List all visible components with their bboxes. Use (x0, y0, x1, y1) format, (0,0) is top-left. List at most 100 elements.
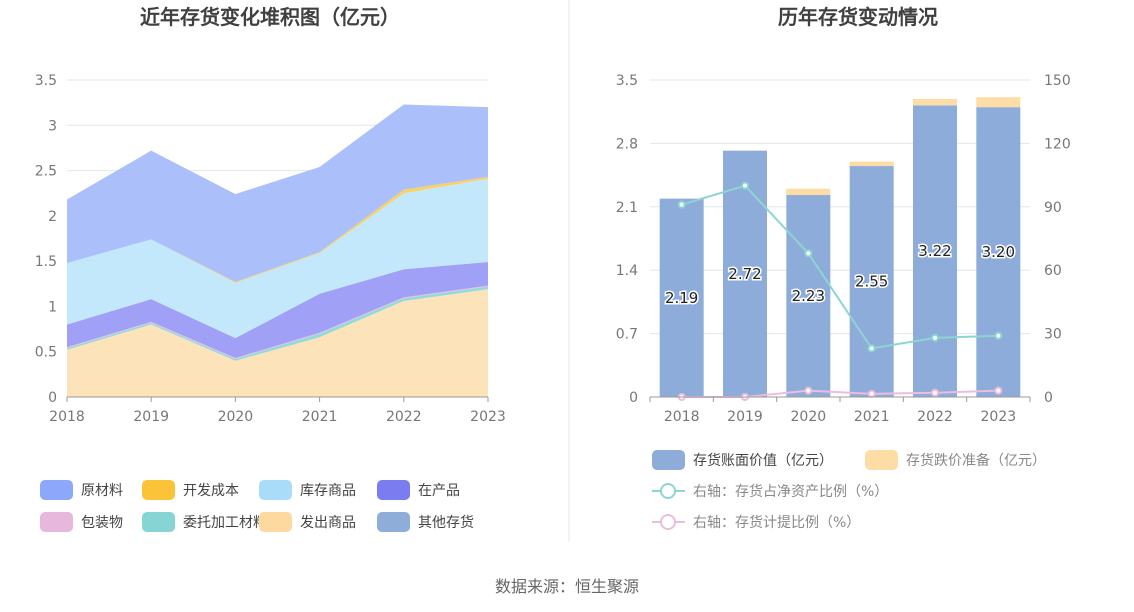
legend-swatch (142, 480, 175, 500)
area-series (67, 286, 488, 361)
legend-label: 存货账面价值（亿元） (693, 452, 833, 469)
legend-swatch (865, 450, 898, 470)
left-y-tick: 0 (48, 390, 57, 406)
bar-book-value (913, 105, 957, 398)
legend-label: 包装物 (81, 515, 123, 531)
left-y-tick: 3.5 (35, 73, 57, 89)
bar-book-value (976, 107, 1021, 398)
right-grid (650, 79, 1030, 398)
legend-item[interactable]: 右轴：存货计提比例（%） (652, 514, 860, 531)
legend-item[interactable]: 在产品 (377, 480, 460, 500)
left-x-tick: 2022 (386, 409, 422, 425)
legend-label: 库存商品 (300, 483, 356, 499)
bar-impairment (913, 99, 957, 106)
right-y-tick: 2.1 (616, 200, 638, 216)
legend-item[interactable]: 存货账面价值（亿元） (652, 450, 833, 470)
bar-impairment (786, 188, 831, 196)
area-series (67, 104, 488, 282)
line-point (994, 386, 1003, 395)
legend-item[interactable]: 开发成本 (142, 480, 239, 500)
legend-swatch (259, 512, 292, 532)
left-y-tick: 1 (48, 299, 57, 315)
right-bars (659, 97, 1021, 398)
right-bar-labels: 2.19 2.72 2.23 2.55 3.22 3.20 (663, 241, 1016, 309)
bar-book-value (659, 198, 704, 397)
legend-item[interactable]: 委托加工材料 (142, 512, 267, 532)
right-y2-tick: 60 (1044, 263, 1062, 279)
right-axis: 0 0.7 1.4 2.1 2.8 3.5 0 30 60 90 120 150 2018 2019 202… (616, 73, 1071, 425)
right-x-tick: 2019 (727, 409, 763, 425)
bar-data-label: 2.23 (792, 287, 825, 305)
left-x-tick: 2019 (133, 409, 169, 425)
right-y-tick: 0.7 (616, 327, 638, 343)
left-y-tick: 2.5 (35, 164, 57, 180)
bar-book-value (786, 195, 831, 397)
left-axis: 0 0.5 1 1.5 2 2.5 3 3.5 2018 2019 2020 2021 2022 2023 (35, 73, 506, 425)
legend-label: 其他存货 (418, 514, 474, 531)
left-y-tick: 2 (48, 209, 57, 225)
left-x-tick: 2021 (302, 409, 338, 425)
right-x-tick: 2022 (917, 409, 953, 425)
left-areas (67, 104, 488, 397)
line-point (804, 249, 813, 258)
legend-label: 开发成本 (183, 483, 239, 499)
bar-impairment (976, 97, 1021, 108)
legend-item[interactable]: 发出商品 (259, 512, 356, 532)
right-x-tick: 2020 (791, 409, 827, 425)
left-y-tick: 1.5 (35, 254, 57, 270)
right-legend[interactable]: 存货账面价值（亿元） 存货跌价准备（亿元） 右轴：存货占净资产比例（%） 右轴：存货计… (652, 450, 1046, 531)
legend-item[interactable]: 原材料 (40, 480, 123, 500)
legend-marker (660, 483, 676, 499)
line-point (931, 333, 939, 342)
bar-data-label: 2.72 (728, 265, 761, 283)
right-y2-tick: 120 (1044, 136, 1071, 152)
right-y-tick: 0 (629, 390, 638, 406)
left-chart-title: 近年存货变化堆积图（亿元） (140, 5, 400, 29)
legend-marker (660, 514, 676, 530)
legend-label: 右轴：存货计提比例（%） (693, 514, 860, 531)
bar-data-label: 3.20 (982, 243, 1015, 261)
line-point (677, 200, 686, 209)
bar-line-chart: 历年存货变动情况 2.19 2.72 2.23 2.55 3.22 3.20 0 0.7 1.… (616, 5, 1071, 531)
right-y-tick: 1.4 (616, 263, 638, 279)
right-x-tick: 2021 (854, 409, 890, 425)
right-y2-tick: 90 (1044, 200, 1062, 216)
right-y2-tick: 150 (1044, 73, 1071, 89)
legend-item[interactable]: 其他存货 (377, 512, 474, 532)
legend-swatch (652, 450, 685, 470)
legend-swatch (377, 480, 410, 500)
line-point (931, 388, 939, 397)
bar-impairment (849, 161, 894, 167)
legend-swatch (142, 512, 175, 532)
legend-item[interactable]: 包装物 (40, 512, 123, 532)
stacked-area-chart: 近年存货变化堆积图（亿元） 0 0.5 1 1.5 2 2.5 3 3.5 2018 2019 20… (35, 5, 506, 532)
legend-label: 在产品 (418, 483, 460, 499)
legend-swatch (259, 480, 292, 500)
legend-label: 原材料 (81, 483, 123, 499)
right-y2-tick: 0 (1044, 390, 1053, 406)
line-point (994, 331, 1003, 340)
source-note: 数据来源：恒生聚源 (495, 577, 639, 596)
bar-data-label: 3.22 (918, 242, 951, 260)
right-x-tick: 2023 (981, 409, 1017, 425)
bar-book-value (723, 150, 767, 397)
line-point (867, 344, 876, 353)
legend-label: 发出商品 (300, 515, 356, 531)
legend-item[interactable]: 库存商品 (259, 480, 356, 500)
area-series (67, 262, 488, 359)
bar-book-value (849, 166, 894, 397)
line-series (681, 184, 999, 350)
area-series (67, 285, 488, 359)
right-y2-tick: 30 (1044, 327, 1062, 343)
left-x-tick: 2018 (49, 409, 85, 425)
legend-label: 右轴：存货占净资产比例（%） (693, 483, 888, 500)
right-x-tick: 2018 (664, 409, 700, 425)
legend-swatch (377, 512, 410, 532)
line-point (867, 389, 876, 398)
legend-item[interactable]: 右轴：存货占净资产比例（%） (652, 483, 888, 500)
left-x-tick: 2020 (218, 409, 254, 425)
legend-item[interactable]: 存货跌价准备（亿元） (865, 450, 1046, 470)
area-series (67, 289, 488, 397)
